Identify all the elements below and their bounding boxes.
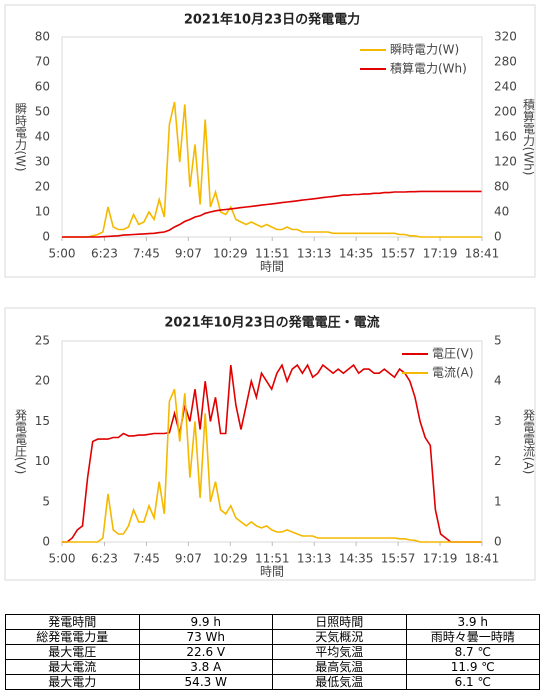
summary-table: 発電時間 9.9 h 日照時間 3.9 h 総発電電力量 73 Wh 天気概況 雨時々曇一時晴… — [5, 614, 540, 690]
legend-label: 電流(A) — [432, 366, 474, 380]
cell-value: 73 Wh — [138, 629, 273, 645]
y-tick-label: 15 — [35, 414, 50, 428]
series-line — [62, 363, 482, 543]
x-tick-label: 17:19 — [423, 552, 458, 566]
cell-value: 6.1 ℃ — [405, 674, 540, 690]
x-tick-label: 9:07 — [175, 552, 202, 566]
cell-label: 発電時間 — [5, 614, 140, 630]
y-tick-label: 10 — [35, 454, 50, 468]
y-tick-label: 25 — [35, 334, 50, 348]
x-tick-label: 15:57 — [381, 247, 416, 261]
table-row: 最大電力 54.3 W 最低気温 6.1 ℃ — [5, 674, 540, 690]
y-axis-label: 発電電圧(V) — [14, 408, 28, 474]
cell-label: 総発電電力量 — [5, 629, 140, 645]
y2-tick-label: 2 — [494, 454, 502, 468]
y-tick-label: 5 — [42, 494, 50, 508]
chart-title: 2021年10月23日の発電電圧・電流 — [164, 315, 379, 331]
chart-frame — [4, 307, 536, 581]
y2-tick-label: 160 — [494, 130, 517, 144]
x-tick-label: 13:13 — [297, 247, 332, 261]
chart-title: 2021年10月23日の発電電力 — [184, 12, 360, 28]
y2-tick-label: 1 — [494, 494, 502, 508]
y-axis-label: 瞬時電力(W) — [14, 102, 28, 172]
x-axis-label: 時間 — [260, 260, 284, 274]
table-row: 発電時間 9.9 h 日照時間 3.9 h — [5, 614, 540, 630]
y-tick-label: 30 — [35, 155, 50, 169]
cell-value: 8.7 ℃ — [405, 644, 540, 660]
y-tick-label: 70 — [35, 55, 50, 69]
cell-value: 3.9 h — [405, 614, 540, 630]
charts: 2021年10月23日の発電電力010203040506070800408012… — [4, 4, 536, 581]
x-tick-label: 6:23 — [91, 247, 118, 261]
y2-tick-label: 80 — [494, 180, 509, 194]
series-line — [62, 388, 482, 543]
y2-tick-label: 0 — [494, 535, 502, 549]
cell-value: 11.9 ℃ — [405, 659, 540, 675]
y-tick-label: 60 — [35, 80, 50, 94]
y-tick-label: 50 — [35, 105, 50, 119]
cell-label: 最大電流 — [5, 659, 140, 675]
y2-axis-label: 積算電力(Wh) — [522, 97, 536, 175]
x-tick-label: 7:45 — [133, 552, 160, 566]
y2-tick-label: 0 — [494, 230, 502, 244]
y2-tick-label: 240 — [494, 80, 517, 94]
x-tick-label: 11:51 — [255, 552, 290, 566]
cell-value: 22.6 V — [138, 644, 273, 660]
legend-label: 瞬時電力(W) — [390, 43, 459, 57]
x-tick-label: 5:00 — [49, 552, 76, 566]
x-tick-label: 11:51 — [255, 247, 290, 261]
cell-label: 最低気温 — [272, 674, 407, 690]
y-tick-label: 10 — [35, 205, 50, 219]
series-line — [62, 101, 482, 238]
x-axis-label: 時間 — [260, 565, 284, 579]
y-tick-label: 80 — [35, 30, 50, 44]
y-tick-label: 0 — [42, 535, 50, 549]
cell-label: 平均気温 — [272, 644, 407, 660]
x-tick-label: 18:41 — [465, 552, 500, 566]
x-tick-label: 15:57 — [381, 552, 416, 566]
x-tick-label: 10:29 — [213, 552, 248, 566]
y2-tick-label: 3 — [494, 414, 502, 428]
cell-label: 天気概況 — [272, 629, 407, 645]
y-tick-label: 20 — [35, 180, 50, 194]
x-tick-label: 14:35 — [339, 552, 374, 566]
y-tick-label: 0 — [42, 230, 50, 244]
legend-label: 電圧(V) — [432, 347, 474, 361]
cell-label: 日照時間 — [272, 614, 407, 630]
y2-tick-label: 40 — [494, 205, 509, 219]
chart-frame — [4, 4, 536, 278]
y2-tick-label: 5 — [494, 334, 502, 348]
table-row: 最大電圧 22.6 V 平均気温 8.7 ℃ — [5, 644, 540, 660]
cell-label: 最大電力 — [5, 674, 140, 690]
x-tick-label: 13:13 — [297, 552, 332, 566]
y2-tick-label: 280 — [494, 55, 517, 69]
cell-value: 54.3 W — [138, 674, 273, 690]
y2-tick-label: 320 — [494, 30, 517, 44]
cell-value: 3.8 A — [138, 659, 273, 675]
y2-axis-label: 発電電流(A) — [522, 408, 536, 474]
x-tick-label: 6:23 — [91, 552, 118, 566]
y2-tick-label: 200 — [494, 105, 517, 119]
x-tick-label: 7:45 — [133, 247, 160, 261]
y2-tick-label: 4 — [494, 374, 502, 388]
x-tick-label: 5:00 — [49, 247, 76, 261]
cell-value: 9.9 h — [138, 614, 273, 630]
x-tick-label: 14:35 — [339, 247, 374, 261]
x-tick-label: 9:07 — [175, 247, 202, 261]
cell-value: 雨時々曇一時晴 — [405, 629, 540, 645]
x-tick-label: 10:29 — [213, 247, 248, 261]
x-tick-label: 18:41 — [465, 247, 500, 261]
table-row: 総発電電力量 73 Wh 天気概況 雨時々曇一時晴 — [5, 629, 540, 645]
y-tick-label: 40 — [35, 130, 50, 144]
x-tick-label: 17:19 — [423, 247, 458, 261]
table-row: 最大電流 3.8 A 最高気温 11.9 ℃ — [5, 659, 540, 675]
cell-label: 最大電圧 — [5, 644, 140, 660]
y2-tick-label: 120 — [494, 155, 517, 169]
legend-label: 積算電力(Wh) — [390, 61, 467, 76]
cell-label: 最高気温 — [272, 659, 407, 675]
plot-frame — [61, 340, 483, 543]
y-tick-label: 20 — [35, 374, 50, 388]
series-line — [62, 190, 482, 238]
